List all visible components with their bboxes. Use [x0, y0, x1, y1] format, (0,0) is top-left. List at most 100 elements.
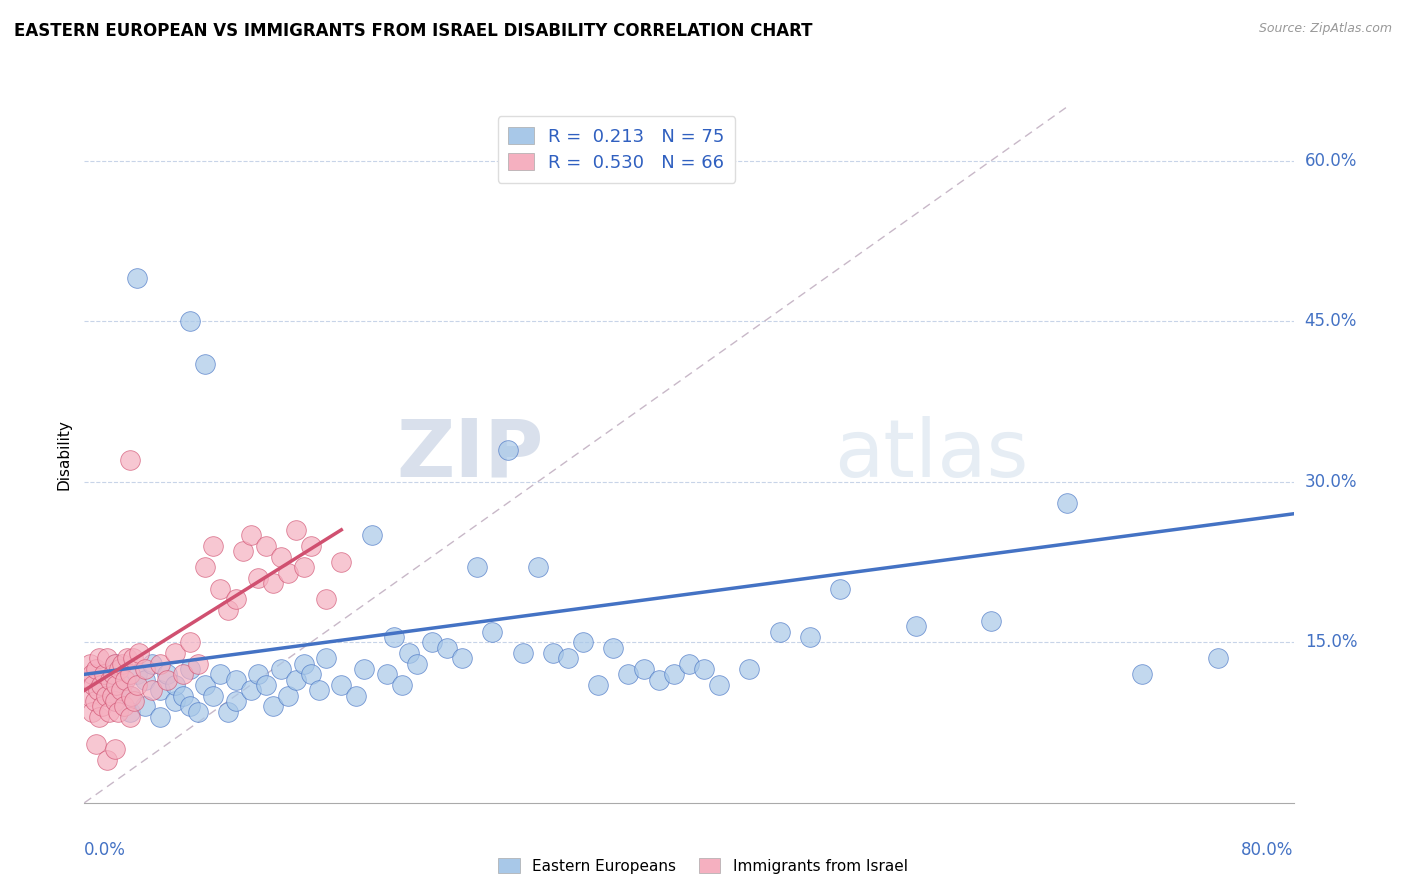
Point: [709, 678, 731, 692]
Point: [194, 678, 217, 692]
Point: [330, 555, 353, 569]
Point: [239, 683, 262, 698]
Point: [96, 651, 118, 665]
Point: [830, 582, 852, 596]
Point: [382, 630, 405, 644]
Point: [588, 678, 610, 692]
Point: [904, 619, 927, 633]
Point: [93, 667, 115, 681]
Point: [134, 662, 156, 676]
Point: [114, 673, 136, 687]
Point: [104, 694, 127, 708]
Point: [217, 603, 239, 617]
Point: [254, 678, 277, 692]
Point: [247, 667, 270, 681]
Point: [89, 710, 111, 724]
Point: [527, 560, 550, 574]
Point: [353, 662, 375, 676]
Text: 30.0%: 30.0%: [1305, 473, 1357, 491]
Point: [134, 673, 156, 687]
Point: [127, 678, 149, 692]
Point: [225, 592, 247, 607]
Point: [82, 678, 104, 692]
Point: [201, 539, 224, 553]
Point: [360, 528, 382, 542]
Point: [647, 673, 671, 687]
Point: [799, 630, 821, 644]
Text: 15.0%: 15.0%: [1305, 633, 1357, 651]
Point: [165, 678, 187, 692]
Point: [308, 683, 330, 698]
Point: [270, 662, 292, 676]
Point: [572, 635, 595, 649]
Point: [105, 678, 128, 692]
Text: 45.0%: 45.0%: [1305, 312, 1357, 330]
Point: [179, 314, 201, 328]
Legend: R =  0.213   N = 75, R =  0.530   N = 66: R = 0.213 N = 75, R = 0.530 N = 66: [498, 116, 735, 183]
Text: ZIP: ZIP: [396, 416, 544, 494]
Point: [980, 614, 1002, 628]
Point: [77, 689, 100, 703]
Point: [284, 523, 308, 537]
Point: [662, 667, 685, 681]
Point: [127, 667, 149, 681]
Point: [80, 667, 103, 681]
Text: Source: ZipAtlas.com: Source: ZipAtlas.com: [1258, 22, 1392, 36]
Point: [89, 651, 111, 665]
Point: [262, 576, 284, 591]
Point: [100, 689, 122, 703]
Point: [111, 678, 134, 692]
Point: [86, 737, 108, 751]
Point: [239, 528, 262, 542]
Point: [292, 560, 315, 574]
Point: [118, 705, 141, 719]
Point: [602, 640, 624, 655]
Point: [156, 667, 179, 681]
Point: [330, 678, 353, 692]
Point: [179, 635, 201, 649]
Text: atlas: atlas: [834, 416, 1028, 494]
Legend: Eastern Europeans, Immigrants from Israel: Eastern Europeans, Immigrants from Israe…: [492, 852, 914, 880]
Point: [187, 705, 209, 719]
Point: [617, 667, 640, 681]
Point: [128, 646, 150, 660]
Point: [86, 662, 108, 676]
Point: [156, 673, 179, 687]
Point: [557, 651, 579, 665]
Point: [104, 694, 127, 708]
Point: [120, 689, 142, 703]
Point: [91, 699, 114, 714]
Point: [201, 689, 224, 703]
Point: [194, 560, 217, 574]
Point: [496, 442, 519, 457]
Point: [104, 657, 127, 671]
Y-axis label: Disability: Disability: [56, 419, 72, 491]
Point: [292, 657, 315, 671]
Point: [346, 689, 368, 703]
Point: [172, 667, 194, 681]
Point: [98, 673, 121, 687]
Point: [172, 689, 194, 703]
Point: [738, 662, 761, 676]
Point: [141, 657, 163, 671]
Point: [90, 678, 112, 692]
Point: [315, 592, 337, 607]
Point: [436, 640, 458, 655]
Point: [277, 566, 299, 580]
Point: [406, 657, 429, 671]
Point: [315, 651, 337, 665]
Point: [89, 678, 111, 692]
Point: [225, 673, 247, 687]
Text: EASTERN EUROPEAN VS IMMIGRANTS FROM ISRAEL DISABILITY CORRELATION CHART: EASTERN EUROPEAN VS IMMIGRANTS FROM ISRA…: [14, 22, 813, 40]
Point: [420, 635, 443, 649]
Point: [512, 646, 534, 660]
Point: [118, 710, 141, 724]
Text: 60.0%: 60.0%: [1305, 152, 1357, 169]
Point: [165, 694, 187, 708]
Point: [247, 571, 270, 585]
Point: [104, 742, 127, 756]
Point: [96, 683, 118, 698]
Point: [541, 646, 564, 660]
Point: [284, 673, 308, 687]
Point: [254, 539, 277, 553]
